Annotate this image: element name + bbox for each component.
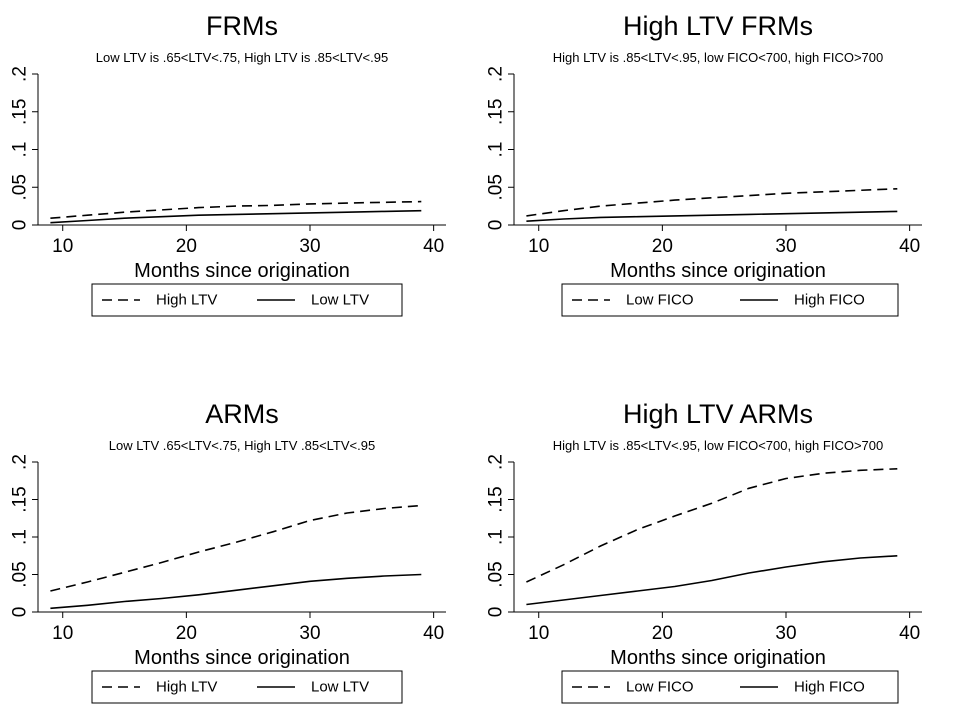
x-tick-label: 20 — [176, 236, 197, 257]
x-tick-label: 40 — [423, 623, 444, 644]
chart-title: ARMs — [205, 399, 279, 429]
chart-subtitle: Low LTV is .65<LTV<.75, High LTV is .85<… — [96, 50, 388, 65]
x-axis-label: Months since origination — [134, 647, 350, 669]
legend-box — [91, 283, 403, 317]
legend-box — [561, 670, 899, 704]
y-tick-label: .2 — [486, 66, 507, 82]
chart-panel-2: High LTV FRMs High LTV is .85<LTV<.95, lo… — [486, 11, 922, 317]
legend-label: High FICO — [794, 679, 865, 696]
chart-subtitle: High LTV is .85<LTV<.95, low FICO<700, h… — [553, 50, 883, 65]
y-tick-label: .15 — [10, 99, 31, 125]
chart-title: FRMs — [206, 11, 278, 41]
x-tick-label: 10 — [528, 236, 549, 257]
x-axis-label: Months since origination — [610, 647, 826, 669]
legend: High LTV Low LTV — [91, 670, 403, 704]
legend-label: Low LTV — [311, 292, 369, 309]
chart-subtitle: Low LTV .65<LTV<.75, High LTV .85<LTV<.9… — [109, 438, 375, 453]
series-line-low-fico — [526, 188, 898, 217]
y-tick-label: .05 — [10, 174, 31, 200]
x-tick-label: 40 — [423, 236, 444, 257]
legend-label: High FICO — [794, 292, 865, 309]
chart-panel-4: High LTV ARMs High LTV is .85<LTV<.95, lo… — [486, 399, 922, 704]
chart-title: High LTV FRMs — [623, 11, 813, 41]
series-line-low-ltv — [50, 209, 422, 224]
legend-label: Low LTV — [311, 679, 369, 696]
x-axis-label: Months since origination — [134, 260, 350, 282]
y-tick-label: 0 — [10, 220, 31, 231]
legend: Low FICO High FICO — [561, 283, 899, 317]
y-tick-label: .15 — [10, 486, 31, 512]
x-tick-label: 10 — [528, 623, 549, 644]
x-tick-label: 30 — [299, 623, 320, 644]
chart-subtitle: High LTV is .85<LTV<.95, low FICO<700, h… — [553, 438, 883, 453]
x-tick-label: 20 — [652, 236, 673, 257]
y-tick-label: 0 — [486, 607, 507, 618]
legend-label: High LTV — [156, 679, 217, 696]
y-tick-label: .1 — [10, 142, 31, 158]
x-tick-label: 20 — [176, 623, 197, 644]
chart-title: High LTV ARMs — [623, 399, 813, 429]
y-tick-label: 0 — [486, 220, 507, 231]
chart-panel-3: ARMs Low LTV .65<LTV<.75, High LTV .85<LT… — [10, 399, 446, 704]
x-tick-label: 10 — [52, 236, 73, 257]
x-tick-label: 30 — [775, 236, 796, 257]
series-line-high-fico — [526, 210, 898, 222]
y-tick-label: .2 — [486, 454, 507, 470]
x-tick-label: 20 — [652, 623, 673, 644]
x-tick-label: 40 — [899, 236, 920, 257]
x-tick-label: 10 — [52, 623, 73, 644]
x-tick-label: 40 — [899, 623, 920, 644]
legend-box — [561, 283, 899, 317]
legend-box — [91, 670, 403, 704]
y-tick-label: .05 — [10, 561, 31, 587]
chart-panel-1: FRMs Low LTV is .65<LTV<.75, High LTV is … — [10, 11, 446, 317]
x-axis-label: Months since origination — [610, 260, 826, 282]
y-tick-label: 0 — [10, 607, 31, 618]
legend-label: High LTV — [156, 292, 217, 309]
legend-label: Low FICO — [626, 292, 694, 309]
y-tick-label: .05 — [486, 561, 507, 587]
legend-label: Low FICO — [626, 679, 694, 696]
legend: Low FICO High FICO — [561, 670, 899, 704]
y-tick-label: .1 — [486, 529, 507, 545]
y-tick-label: .2 — [10, 454, 31, 470]
y-tick-label: .15 — [486, 486, 507, 512]
y-tick-label: .05 — [486, 174, 507, 200]
y-tick-label: .15 — [486, 99, 507, 125]
series-line-high-ltv — [50, 200, 422, 219]
x-tick-label: 30 — [299, 236, 320, 257]
series-line-low-ltv — [50, 573, 422, 610]
legend: High LTV Low LTV — [91, 283, 403, 317]
series-line-low-fico — [526, 468, 898, 583]
x-tick-label: 30 — [775, 623, 796, 644]
y-tick-label: .1 — [486, 142, 507, 158]
series-line-high-fico — [526, 555, 898, 606]
y-tick-label: .2 — [10, 66, 31, 82]
y-tick-label: .1 — [10, 529, 31, 545]
